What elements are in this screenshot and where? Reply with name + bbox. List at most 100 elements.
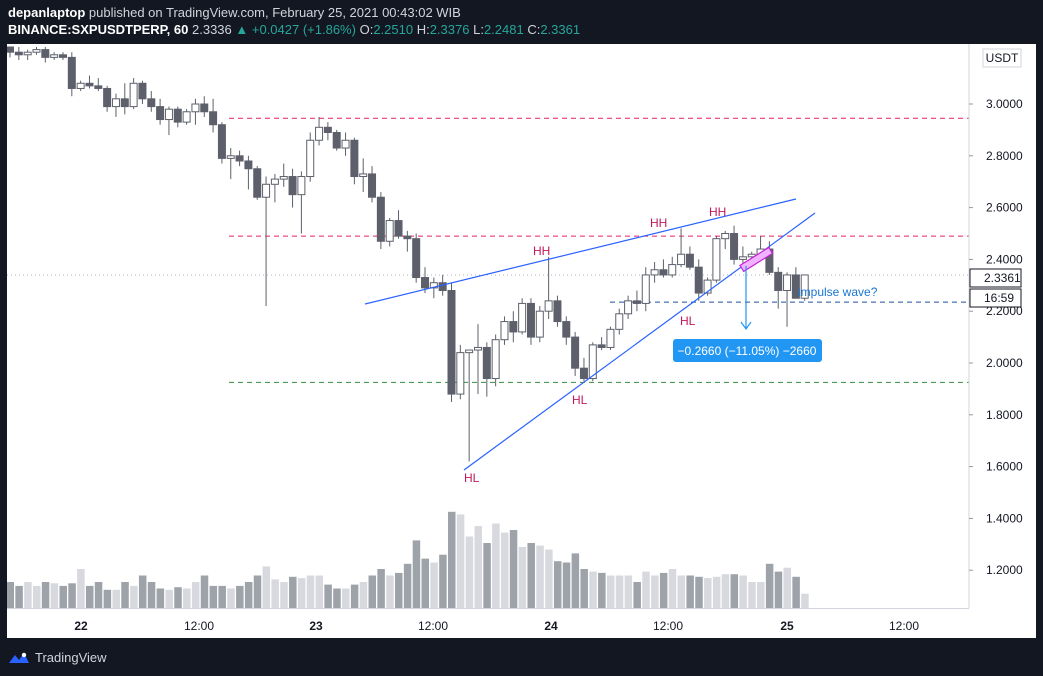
volume-bar — [253, 575, 262, 608]
volume-bar — [545, 549, 553, 608]
drawings[interactable]: HH HH HH HL HL HL impulse wave? −0.2660 … — [364, 198, 878, 485]
currency-box[interactable] — [982, 48, 1022, 68]
candle-up — [703, 279, 712, 294]
volume-bar — [651, 575, 659, 608]
volume-bar — [571, 553, 580, 608]
candle-down — [571, 336, 580, 369]
candle-down — [694, 266, 703, 294]
chart-area[interactable]: HH HH HH HL HL HL impulse wave? −0.2660 … — [6, 44, 1036, 638]
volume-bar — [792, 576, 800, 608]
volume-bar — [695, 576, 703, 608]
ohlc-legend: BINANCE:SXPUSDTPERP, 60 2.3336 ▲ +0.0427… — [8, 22, 580, 37]
candle-down — [730, 233, 739, 260]
candle-down — [412, 238, 421, 279]
candle-up — [473, 346, 482, 351]
volume-bar — [6, 582, 14, 608]
low-label: L: — [473, 22, 484, 37]
upper-trend-line[interactable] — [364, 198, 797, 305]
tradingview-logo-icon — [9, 652, 29, 663]
price-axis-ticks: 3.0000 2.8000 2.6000 2.4000 2.2000 2.0000 1.80… — [969, 97, 1023, 577]
price-tick-label: 2.0000 — [986, 356, 1023, 370]
low-value: 2.2481 — [483, 22, 524, 37]
candle-down — [120, 98, 129, 108]
volume-bar — [183, 588, 191, 608]
hl-label-3: HL — [680, 314, 696, 328]
candle-down — [632, 300, 641, 304]
hh-label-3: HH — [709, 205, 726, 219]
candles — [6, 46, 809, 462]
candle-up — [385, 220, 394, 242]
volume-bar — [801, 593, 809, 608]
time-tick-label: 22 — [74, 619, 88, 633]
candle-down — [67, 56, 76, 89]
footer: TradingView — [0, 642, 1043, 676]
candle-down — [562, 321, 571, 338]
volume-bar — [492, 523, 500, 608]
hh-label-2: HH — [650, 216, 667, 230]
time-tick-label: 12:00 — [418, 619, 448, 633]
high-value: 2.3376 — [429, 22, 470, 37]
open-value: 2.2510 — [373, 22, 414, 37]
candle-up — [800, 274, 809, 299]
candle-down — [597, 344, 606, 348]
chart-header: depanlaptop published on TradingView.com… — [0, 0, 1043, 44]
volume-bar — [412, 540, 421, 608]
candle-up — [535, 310, 544, 338]
volume-bar — [615, 575, 624, 608]
candle-up — [518, 302, 527, 333]
volume-bar — [324, 584, 332, 608]
candle-up — [668, 264, 677, 276]
candle-down — [244, 160, 253, 170]
author-name[interactable]: depanlaptop — [8, 5, 86, 20]
candle-down — [217, 124, 226, 159]
volume-bar — [147, 582, 156, 608]
measure-box[interactable] — [673, 339, 822, 362]
volume-bar — [553, 561, 562, 608]
volume-bar — [712, 576, 721, 608]
candle-up — [270, 178, 279, 185]
candle-up — [23, 51, 32, 56]
volume-bar — [465, 536, 474, 608]
volume-bar — [536, 545, 544, 608]
volume-bar — [359, 582, 368, 608]
volume-bar — [306, 575, 315, 608]
volume-bar — [757, 582, 765, 608]
candle-down — [235, 155, 244, 162]
volume-bar — [191, 582, 200, 608]
countdown-label: 16:59 — [984, 291, 1014, 305]
candle-down — [685, 253, 694, 268]
countdown-box — [969, 288, 1022, 308]
volume-bar — [227, 588, 235, 608]
candle-up — [306, 139, 315, 178]
symbol-name[interactable]: BINANCE:SXPUSDTPERP, 60 — [8, 22, 189, 37]
price-change: ▲ +0.0427 (+1.86%) — [235, 22, 356, 37]
tradingview-logo[interactable]: TradingView — [8, 650, 107, 665]
price-chart-svg[interactable]: HH HH HH HL HL HL impulse wave? −0.2660 … — [6, 44, 1036, 638]
candle-up — [783, 274, 792, 291]
candle-down — [659, 269, 668, 276]
volume-bar — [668, 569, 677, 608]
volume-bar — [580, 569, 588, 608]
time-tick-label: 12:00 — [889, 619, 919, 633]
volume-bar — [439, 554, 447, 608]
close-label: C: — [527, 22, 541, 37]
volume-bar — [448, 511, 456, 608]
breakout-marker[interactable] — [739, 246, 774, 273]
candle-up — [500, 321, 509, 341]
volume-bar — [509, 530, 518, 608]
candle-down — [253, 168, 262, 198]
measure-box-text: −0.2660 (−11.05%) −2660 — [678, 344, 817, 358]
impulse-wave-label: impulse wave? — [798, 285, 878, 299]
candle-down — [553, 300, 562, 323]
price-axis[interactable] — [969, 44, 1036, 608]
candle-up — [50, 54, 59, 58]
candle-down — [438, 282, 447, 291]
volume-bar — [121, 582, 129, 608]
price-tick-label: 2.2000 — [986, 304, 1023, 318]
volume-bar — [430, 562, 438, 608]
last-price-box — [969, 268, 1022, 288]
volume-bar — [342, 588, 350, 608]
volume-bar — [633, 582, 641, 608]
candle-down — [85, 82, 94, 87]
volume-bar — [138, 575, 147, 608]
